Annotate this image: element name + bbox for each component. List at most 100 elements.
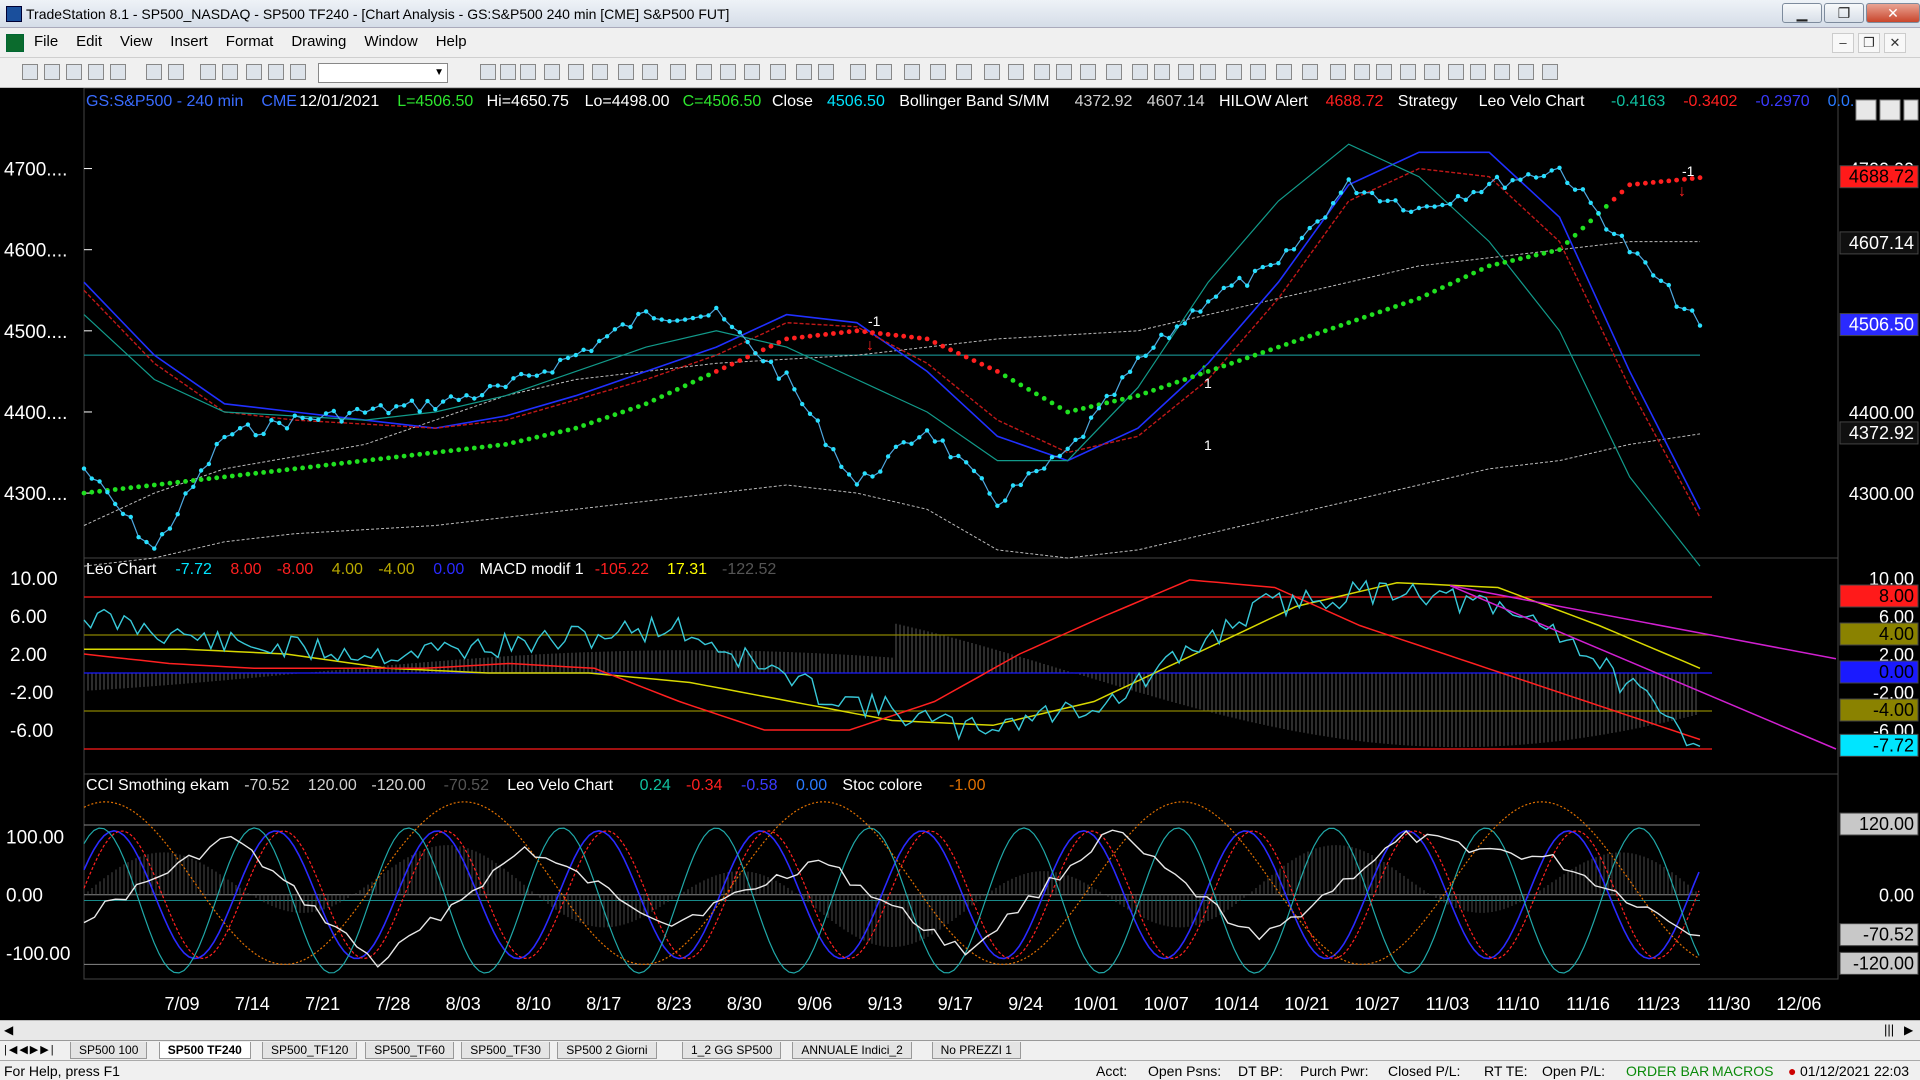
menu-edit[interactable]: Edit <box>76 33 103 50</box>
toolbar-button-icon[interactable] <box>1154 64 1170 80</box>
toolbar-button-icon[interactable] <box>670 64 686 80</box>
tab-sp500-tf60[interactable]: SP500_TF60 <box>365 1042 454 1059</box>
toolbar-button-icon[interactable] <box>642 64 658 80</box>
toolbar-button-icon[interactable] <box>1250 64 1266 80</box>
toolbar-button-icon[interactable] <box>544 64 560 80</box>
menu-window[interactable]: Window <box>364 33 418 50</box>
toolbar-button-icon[interactable] <box>930 64 946 80</box>
tab-sp500-100[interactable]: SP500 100 <box>70 1042 148 1059</box>
toolbar-button-icon[interactable] <box>146 64 162 80</box>
hilow-dot <box>151 482 157 488</box>
price-panel[interactable]: 4700.... 4600.... 4500.... 4400.... 4300....… <box>4 143 1703 567</box>
toolbar-button-icon[interactable] <box>268 64 284 80</box>
toolbar-button-icon[interactable] <box>1354 64 1370 80</box>
toolbar-button-icon[interactable] <box>44 64 60 80</box>
menu-format[interactable]: Format <box>225 33 274 50</box>
maximize-button[interactable]: ❐ <box>1824 3 1864 23</box>
toolbar-button-icon[interactable] <box>1302 64 1318 80</box>
scroll-right-icon[interactable]: ▶ <box>1904 1023 1914 1037</box>
symbol-combobox[interactable]: ▼ <box>318 63 448 83</box>
menu-drawing[interactable]: Drawing <box>291 33 347 50</box>
scroll-left-icon[interactable]: ◀ <box>4 1023 14 1037</box>
panel-minimize-button[interactable] <box>1855 99 1877 121</box>
toolbar-button-icon[interactable] <box>1080 64 1096 80</box>
cci-panel[interactable]: 100.00 0.00 -100.00 <box>6 801 1701 974</box>
toolbar-button-icon[interactable] <box>66 64 82 80</box>
toolbar-button-icon[interactable] <box>984 64 1000 80</box>
toolbar-button-icon[interactable] <box>876 64 892 80</box>
toolbar-button-icon[interactable] <box>568 64 584 80</box>
mdi-restore-button[interactable]: ❐ <box>1858 33 1880 53</box>
tab-1-2-gg-sp500[interactable]: 1_2 GG SP500 <box>682 1042 782 1059</box>
toolbar-button-icon[interactable] <box>1424 64 1440 80</box>
toolbar-button-icon[interactable] <box>956 64 972 80</box>
menu-help[interactable]: Help <box>435 33 467 50</box>
toolbar-button-icon[interactable] <box>1400 64 1416 80</box>
toolbar-button-icon[interactable] <box>88 64 104 80</box>
toolbar-button-icon[interactable] <box>500 64 516 80</box>
toolbar-button-icon[interactable] <box>770 64 786 80</box>
toolbar-button-icon[interactable] <box>720 64 736 80</box>
toolbar-button-icon[interactable] <box>1494 64 1510 80</box>
toolbar-button-icon[interactable] <box>200 64 216 80</box>
toolbar-button-icon[interactable] <box>222 64 238 80</box>
toolbar-button-icon[interactable] <box>1448 64 1464 80</box>
close-button[interactable]: ✕ <box>1866 3 1920 23</box>
toolbar-button-icon[interactable] <box>246 64 262 80</box>
minimize-button[interactable]: ▁ <box>1782 3 1822 23</box>
tab-no-prezzi-1[interactable]: No PREZZI 1 <box>931 1042 1021 1059</box>
toolbar-button-icon[interactable] <box>1178 64 1194 80</box>
toolbar-button-icon[interactable] <box>796 64 812 80</box>
panel-close-button[interactable] <box>1903 99 1919 121</box>
toolbar-button-icon[interactable] <box>290 64 306 80</box>
order-bar-button[interactable]: ORDER BAR <box>1626 1063 1710 1079</box>
toolbar-button-icon[interactable] <box>696 64 712 80</box>
toolbar-button-icon[interactable] <box>168 64 184 80</box>
close-price-point <box>1190 308 1195 313</box>
toolbar-button-icon[interactable] <box>818 64 834 80</box>
tab-sp500-tf30[interactable]: SP500_TF30 <box>461 1042 550 1059</box>
horizontal-scrollbar[interactable]: ◀ ||| ▶ <box>0 1020 1920 1040</box>
toolbar-button-icon[interactable] <box>744 64 760 80</box>
document-icon[interactable] <box>6 34 24 52</box>
toolbar-button-icon[interactable] <box>1542 64 1558 80</box>
scroll-thumb[interactable]: ||| <box>1884 1022 1895 1037</box>
mdi-close-button[interactable]: ✕ <box>1884 33 1906 53</box>
tab-nav-arrows-icon[interactable]: |◀◀▶▶| <box>4 1044 56 1056</box>
toolbar-button-icon[interactable] <box>520 64 536 80</box>
toolbar-button-icon[interactable] <box>1518 64 1534 80</box>
close-price-point <box>464 393 469 398</box>
tab-sp500-tf120[interactable]: SP500_TF120 <box>262 1042 358 1059</box>
toolbar-button-icon[interactable] <box>1226 64 1242 80</box>
toolbar-button-icon[interactable] <box>1008 64 1024 80</box>
toolbar-button-icon[interactable] <box>904 64 920 80</box>
leo-chart-panel[interactable]: 10.00 6.00 2.00 -2.00 -6.00 <box>10 569 1837 750</box>
mdi-minimize-button[interactable]: – <box>1832 33 1854 53</box>
chevron-down-icon[interactable]: ▼ <box>434 67 444 78</box>
toolbar-button-icon[interactable] <box>850 64 866 80</box>
toolbar-button-icon[interactable] <box>1106 64 1122 80</box>
toolbar-button-icon[interactable] <box>480 64 496 80</box>
tab-annuale-indici-2[interactable]: ANNUALE Indici_2 <box>792 1042 912 1059</box>
tab-sp500-tf240[interactable]: SP500 TF240 <box>158 1042 251 1059</box>
hilow-dot <box>1674 177 1679 183</box>
toolbar-button-icon[interactable] <box>1330 64 1346 80</box>
toolbar-button-icon[interactable] <box>1132 64 1148 80</box>
tab-sp500-2-giorni[interactable]: SP500 2 Giorni <box>557 1042 657 1059</box>
toolbar-button-icon[interactable] <box>1376 64 1392 80</box>
chart-area[interactable]: 4700.... 4600.... 4500.... 4400.... 4300....… <box>0 88 1920 1020</box>
toolbar-button-icon[interactable] <box>1276 64 1292 80</box>
menu-view[interactable]: View <box>120 33 153 50</box>
macros-button[interactable]: MACROS <box>1712 1063 1774 1079</box>
toolbar-button-icon[interactable] <box>1034 64 1050 80</box>
toolbar-button-icon[interactable] <box>618 64 634 80</box>
toolbar-button-icon[interactable] <box>110 64 126 80</box>
panel-restore-button[interactable] <box>1879 99 1901 121</box>
toolbar-button-icon[interactable] <box>1470 64 1486 80</box>
menu-insert[interactable]: Insert <box>170 33 208 50</box>
toolbar-button-icon[interactable] <box>1056 64 1072 80</box>
menu-file[interactable]: File <box>34 33 59 50</box>
toolbar-button-icon[interactable] <box>22 64 38 80</box>
toolbar-button-icon[interactable] <box>1200 64 1216 80</box>
toolbar-button-icon[interactable] <box>592 64 608 80</box>
